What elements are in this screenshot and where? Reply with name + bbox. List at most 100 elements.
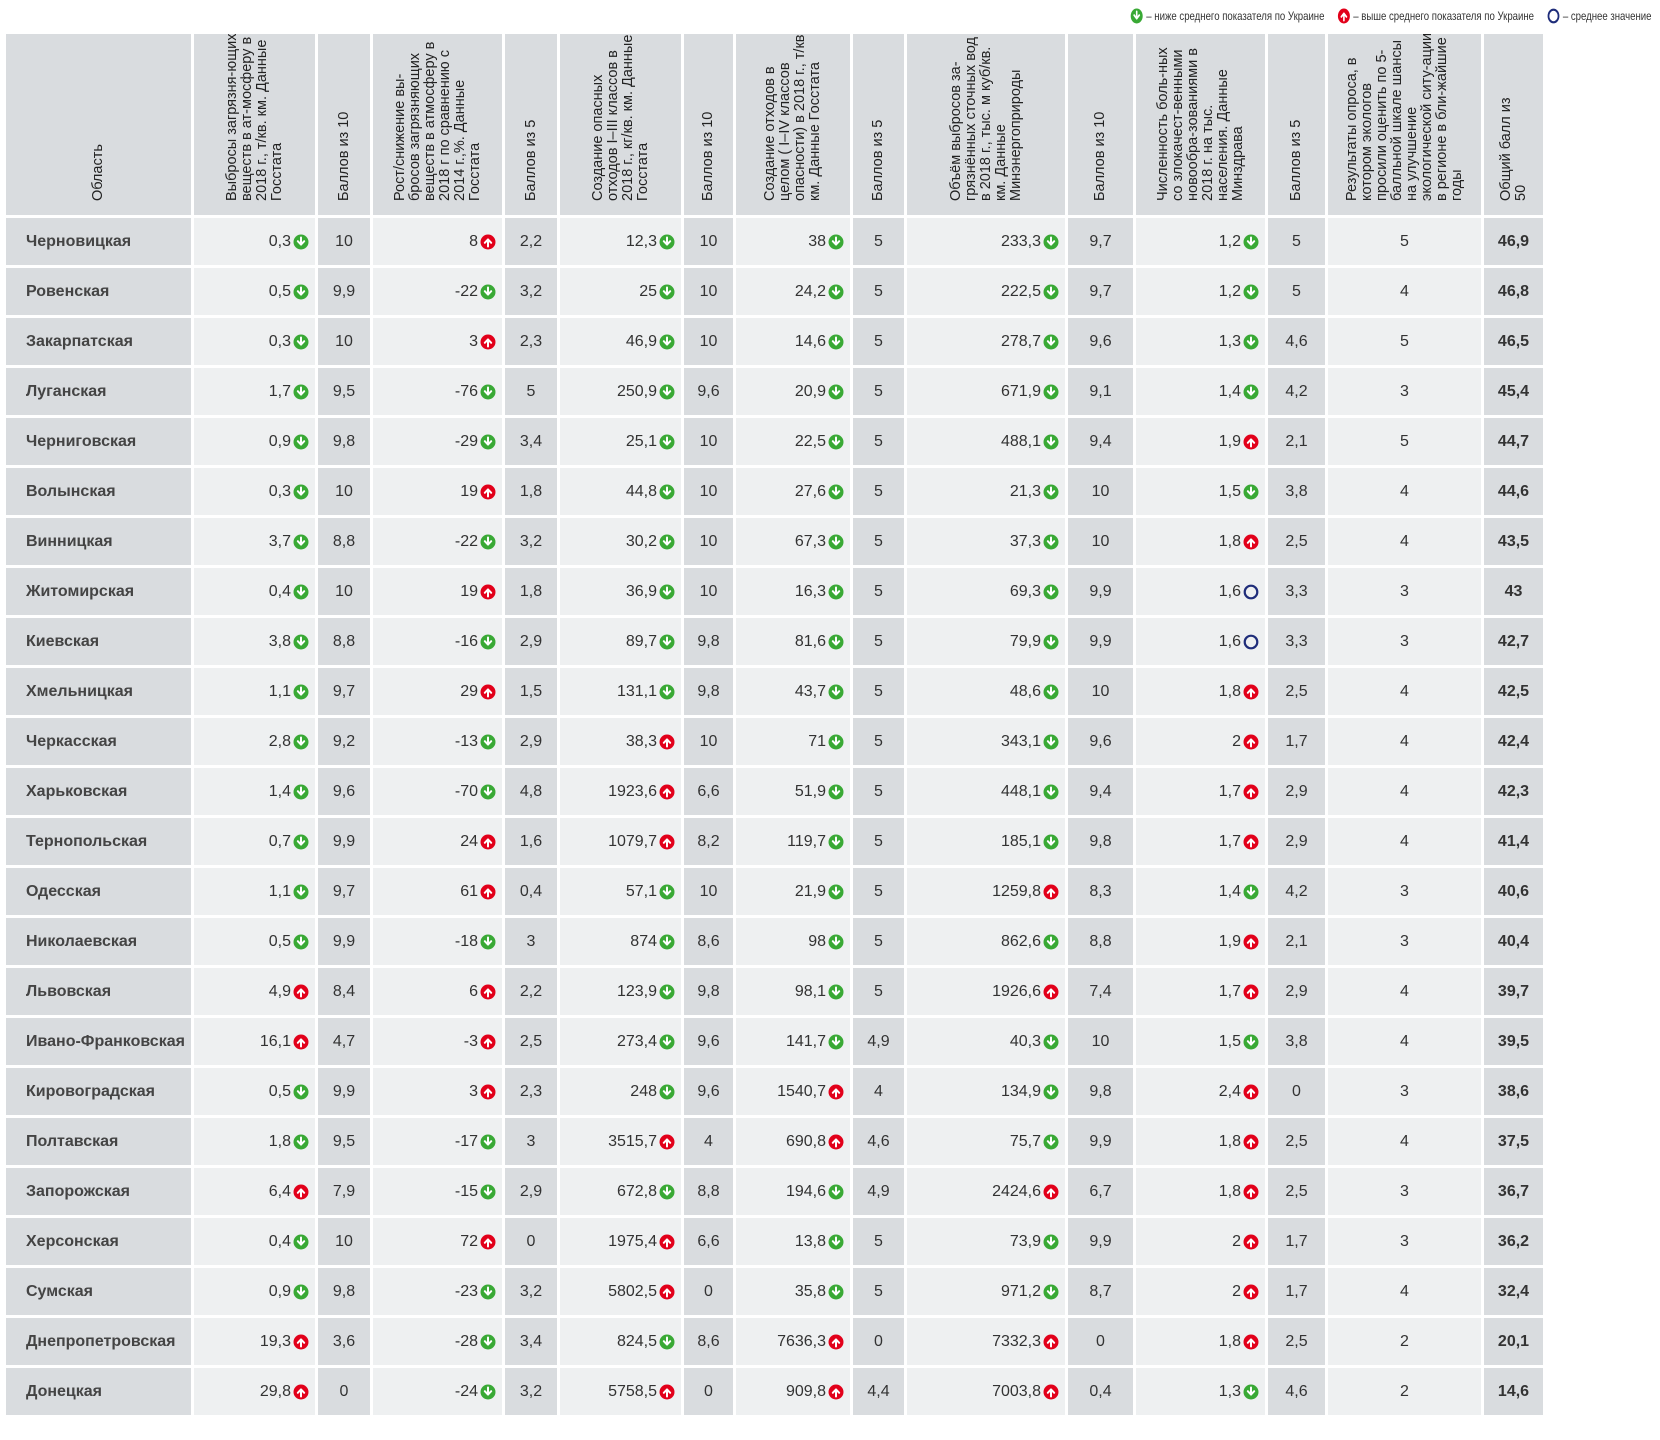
indicator-value-text: -76 — [454, 382, 478, 400]
score-cell-text: 4,9 — [867, 1182, 890, 1200]
table-row: Донецкая 29,8 0 -24 3,2 5758,5 0 909,8 4,4 7003,8… — [6, 1368, 1658, 1415]
total-score: 32,4 — [1484, 1268, 1543, 1315]
indicator-value-text: 1,4 — [1218, 882, 1241, 900]
indicator-value-text: -17 — [454, 1132, 478, 1150]
score-cell: 6,7 — [1068, 1168, 1133, 1215]
score-cell: 9,8 — [1068, 1068, 1133, 1115]
score-cell: 0 — [1268, 1068, 1325, 1115]
indicator-value-text: 2,8 — [268, 732, 291, 750]
score-cell-text: 5 — [874, 582, 883, 600]
indicator-value: 1,2 — [1136, 268, 1265, 315]
indicator-value-text: 6 — [469, 982, 478, 1000]
score-cell: 8,2 — [684, 818, 733, 865]
indicator-value-text: 2 — [1232, 1232, 1241, 1250]
score-cell-text: 5 — [874, 982, 883, 1000]
score-cell-text: 5 — [874, 382, 883, 400]
up-arrow-icon — [1243, 534, 1259, 550]
indicator-value: 98,1 — [736, 968, 850, 1015]
survey-score-text: 3 — [1400, 582, 1409, 600]
indicator-value-text: 448,1 — [1000, 782, 1041, 800]
indicator-value: 89,7 — [560, 618, 681, 665]
indicator-value: 16,3 — [736, 568, 850, 615]
indicator-value: 2424,6 — [907, 1168, 1065, 1215]
indicator-value-text: 2 — [1232, 732, 1241, 750]
table-row: Черниговская 0,9 9,8 -29 3,4 25,1 10 22,5 5 488,1… — [6, 418, 1658, 465]
indicator-value-text: 1,7 — [1218, 982, 1241, 1000]
score-cell-text: 9,9 — [1089, 632, 1112, 650]
indicator-value-text: 0,5 — [268, 1082, 291, 1100]
column-header-label: Баллов из 10 — [335, 111, 352, 201]
indicator-value: 0,3 — [194, 218, 315, 265]
total-score: 43,5 — [1484, 518, 1543, 565]
indicator-value: 16,1 — [194, 1018, 315, 1065]
indicator-value-text: -23 — [454, 1282, 478, 1300]
score-cell-text: 1,7 — [1285, 1232, 1308, 1250]
up-arrow-icon — [659, 1384, 675, 1400]
region-name: Киевская — [6, 618, 191, 665]
score-cell-text: 0 — [526, 1232, 536, 1250]
score-cell-text: 10 — [335, 482, 353, 500]
score-cell-text: 6,7 — [1089, 1182, 1112, 1200]
total-score: 45,4 — [1484, 368, 1543, 415]
down-arrow-icon — [659, 884, 675, 900]
indicator-value: 69,3 — [907, 568, 1065, 615]
column-header: Создание опасных отходов I–III классов в… — [560, 34, 681, 215]
down-arrow-icon — [828, 634, 844, 650]
table-row: Волынская 0,3 10 19 1,8 44,8 10 27,6 5 21,3 10 1,5 3… — [6, 468, 1658, 515]
score-cell: 1,5 — [505, 668, 557, 715]
indicator-value: 22,5 — [736, 418, 850, 465]
down-arrow-icon — [480, 934, 496, 950]
down-arrow-icon — [659, 584, 675, 600]
score-cell: 0 — [1068, 1318, 1133, 1365]
score-cell-text: 9,8 — [332, 432, 356, 450]
score-cell-text: 5 — [874, 432, 883, 450]
up-arrow-icon — [480, 984, 496, 1000]
indicator-value: 73,9 — [907, 1218, 1065, 1265]
indicator-value: 19 — [373, 568, 502, 615]
indicator-value-text: 3,8 — [268, 632, 291, 650]
up-arrow-icon — [1243, 1084, 1259, 1100]
score-cell: 3,4 — [505, 1318, 557, 1365]
up-arrow-icon — [659, 1284, 675, 1300]
score-cell: 3,2 — [505, 1368, 557, 1415]
down-arrow-icon — [1243, 484, 1259, 500]
score-cell: 2,3 — [505, 1068, 557, 1115]
score-cell: 8,4 — [318, 968, 370, 1015]
indicator-value: 134,9 — [907, 1068, 1065, 1115]
score-cell: 0,4 — [1068, 1368, 1133, 1415]
score-cell: 5 — [853, 618, 904, 665]
score-cell: 3,4 — [505, 418, 557, 465]
total-score: 42,5 — [1484, 668, 1543, 715]
indicator-value: -23 — [373, 1268, 502, 1315]
indicator-value-text: 1,8 — [1218, 682, 1241, 700]
indicator-value-text: 30,2 — [625, 532, 657, 550]
indicator-value-text: -24 — [454, 1382, 478, 1400]
indicator-value-text: 38 — [808, 232, 826, 250]
down-arrow-icon — [1043, 1134, 1059, 1150]
survey-score: 4 — [1328, 1268, 1481, 1315]
region-name-text: Харьковская — [26, 782, 128, 800]
down-arrow-icon — [1043, 1234, 1059, 1250]
indicator-value-text: 44,8 — [625, 482, 657, 500]
table-row: Житомирская 0,4 10 19 1,8 36,9 10 16,3 5 69,3 9,9 1… — [6, 568, 1658, 615]
score-cell-text: 0,4 — [1089, 1382, 1112, 1400]
table-row: Кировоградская 0,5 9,9 3 2,3 248 9,6 1540,7 4 134… — [6, 1068, 1658, 1115]
indicator-value: 29,8 — [194, 1368, 315, 1415]
score-cell: 9,6 — [1068, 318, 1133, 365]
up-arrow-icon — [293, 1034, 309, 1050]
region-name: Львовская — [6, 968, 191, 1015]
indicator-value-text: 1079,7 — [608, 832, 657, 850]
score-cell: 10 — [684, 318, 733, 365]
up-arrow-icon — [1243, 984, 1259, 1000]
score-cell: 6,6 — [684, 768, 733, 815]
region-name: Херсонская — [6, 1218, 191, 1265]
score-cell-text: 2,2 — [519, 232, 543, 250]
score-cell-text: 8,6 — [697, 932, 720, 950]
score-cell: 9,7 — [1068, 218, 1133, 265]
score-cell: 8,8 — [318, 618, 370, 665]
down-arrow-icon — [828, 984, 844, 1000]
region-name: Кировоградская — [6, 1068, 191, 1115]
indicator-value-text: 24,2 — [794, 282, 826, 300]
down-arrow-icon — [828, 234, 844, 250]
down-arrow-icon — [480, 534, 496, 550]
